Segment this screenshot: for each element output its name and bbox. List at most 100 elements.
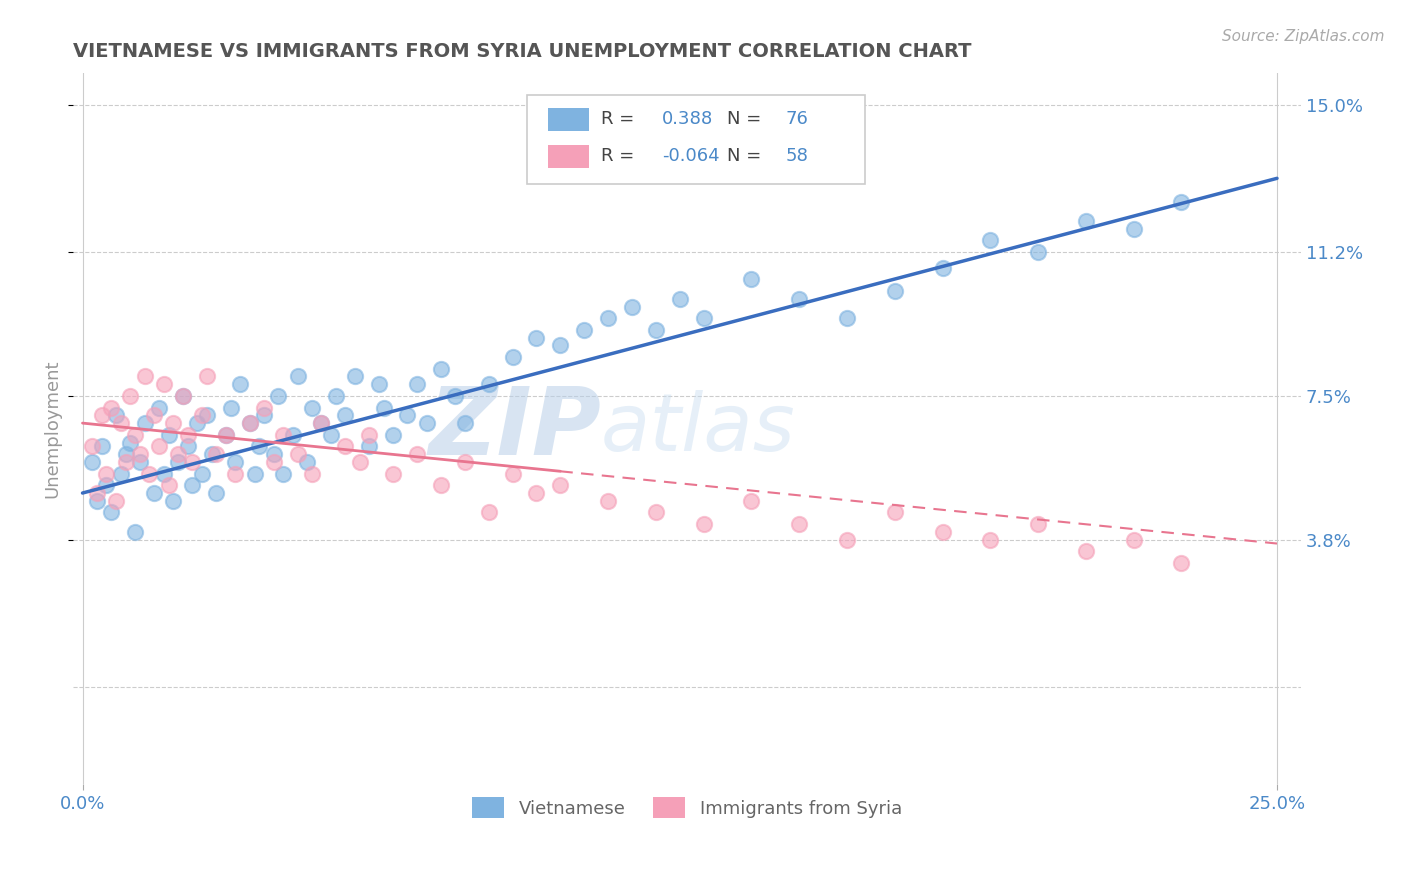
Text: 76: 76 xyxy=(785,110,808,128)
Point xyxy=(162,416,184,430)
Point xyxy=(167,447,190,461)
Point xyxy=(502,467,524,481)
Point xyxy=(80,455,103,469)
Point xyxy=(396,409,419,423)
Point xyxy=(301,401,323,415)
Point xyxy=(349,455,371,469)
Point xyxy=(430,361,453,376)
Point xyxy=(620,300,643,314)
Point xyxy=(1122,533,1144,547)
Point xyxy=(692,517,714,532)
Point xyxy=(1170,556,1192,570)
Point xyxy=(219,401,242,415)
Point xyxy=(430,478,453,492)
Point xyxy=(367,377,389,392)
Point xyxy=(281,427,304,442)
Point xyxy=(835,311,858,326)
Y-axis label: Unemployment: Unemployment xyxy=(44,359,60,498)
Point xyxy=(1074,544,1097,558)
Point xyxy=(526,486,548,500)
Point xyxy=(311,416,333,430)
Point xyxy=(134,369,156,384)
Point xyxy=(247,439,270,453)
Point xyxy=(644,506,666,520)
Text: 58: 58 xyxy=(785,147,808,165)
Point xyxy=(215,427,238,442)
Point xyxy=(787,517,810,532)
Point xyxy=(205,447,228,461)
Point xyxy=(120,435,142,450)
Point xyxy=(931,260,953,275)
Point xyxy=(100,506,122,520)
Point xyxy=(157,427,180,442)
Point xyxy=(186,416,208,430)
Point xyxy=(120,389,142,403)
Point xyxy=(195,369,218,384)
Point xyxy=(253,401,276,415)
Point xyxy=(90,409,112,423)
Text: R =: R = xyxy=(600,110,634,128)
Point xyxy=(301,467,323,481)
Point xyxy=(883,506,905,520)
Point xyxy=(382,467,405,481)
Point xyxy=(668,292,690,306)
Point xyxy=(319,427,342,442)
Point xyxy=(931,524,953,539)
Point xyxy=(215,427,238,442)
Point xyxy=(406,447,429,461)
Point xyxy=(143,409,166,423)
Point xyxy=(454,416,477,430)
Point xyxy=(1122,222,1144,236)
Point xyxy=(148,439,170,453)
Point xyxy=(478,506,501,520)
Point xyxy=(195,409,218,423)
Point xyxy=(596,493,619,508)
Text: R =: R = xyxy=(600,147,634,165)
Point xyxy=(1026,245,1049,260)
Point xyxy=(148,401,170,415)
Point xyxy=(267,389,290,403)
Point xyxy=(191,467,214,481)
Point xyxy=(415,416,437,430)
Point xyxy=(526,331,548,345)
Point xyxy=(224,467,246,481)
Point xyxy=(502,350,524,364)
Point xyxy=(224,455,246,469)
Point xyxy=(263,455,285,469)
Point xyxy=(86,486,108,500)
Point xyxy=(979,533,1001,547)
Point xyxy=(138,467,160,481)
Point xyxy=(191,409,214,423)
Point xyxy=(1074,214,1097,228)
Point xyxy=(287,369,309,384)
Point xyxy=(143,486,166,500)
Point xyxy=(80,439,103,453)
Point xyxy=(128,455,150,469)
Point xyxy=(1026,517,1049,532)
Point xyxy=(104,493,127,508)
Point xyxy=(644,323,666,337)
Text: atlas: atlas xyxy=(600,390,796,468)
Point xyxy=(90,439,112,453)
Point xyxy=(979,234,1001,248)
Point xyxy=(167,455,190,469)
Point xyxy=(787,292,810,306)
FancyBboxPatch shape xyxy=(527,95,865,184)
Bar xyxy=(548,145,589,168)
Point xyxy=(181,478,204,492)
Point xyxy=(596,311,619,326)
Text: VIETNAMESE VS IMMIGRANTS FROM SYRIA UNEMPLOYMENT CORRELATION CHART: VIETNAMESE VS IMMIGRANTS FROM SYRIA UNEM… xyxy=(73,42,972,61)
Point xyxy=(110,416,132,430)
Point xyxy=(176,427,198,442)
Point xyxy=(550,338,572,352)
Point xyxy=(114,447,136,461)
Point xyxy=(239,416,262,430)
Point xyxy=(311,416,333,430)
Point xyxy=(128,447,150,461)
Point xyxy=(1170,194,1192,209)
Point xyxy=(124,427,146,442)
Point xyxy=(550,478,572,492)
Point xyxy=(134,416,156,430)
Point xyxy=(152,467,174,481)
Text: N =: N = xyxy=(727,147,762,165)
